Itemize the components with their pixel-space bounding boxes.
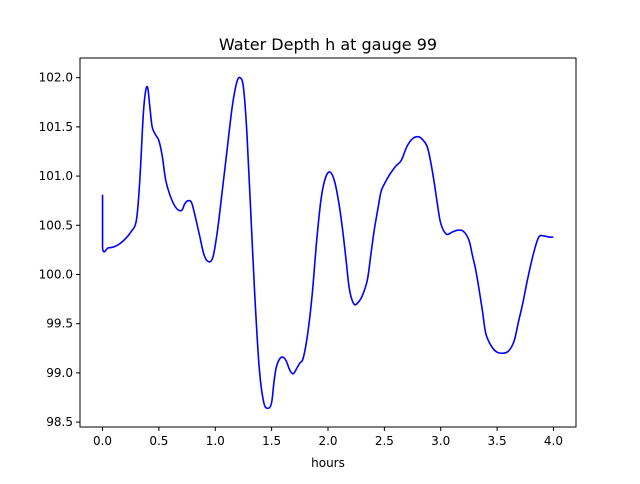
y-tick-label: 100.5 [39,218,73,232]
y-axis-ticks: 98.5 99.0 99.5 100.0 100.5 101.0 101.5 102.0 [39,71,80,429]
x-axis-ticks: 0.0 0.5 1.0 1.5 2.0 2.5 3.0 3.5 4.0 [93,427,563,448]
x-tick-label: 0.5 [149,434,168,448]
x-axis-label: hours [311,456,345,470]
y-tick-label: 99.5 [46,317,73,331]
x-tick-label: 0.0 [93,434,112,448]
x-tick-label: 1.5 [262,434,281,448]
y-tick-label: 100.0 [39,267,73,281]
x-tick-label: 1.0 [206,434,225,448]
series-line-water-depth [101,76,554,410]
y-tick-label: 98.5 [46,415,73,429]
y-tick-label: 102.0 [39,71,73,85]
chart-title: Water Depth h at gauge 99 [219,35,437,54]
x-tick-label: 3.5 [488,434,507,448]
x-tick-label: 4.0 [544,434,563,448]
x-tick-label: 2.5 [375,434,394,448]
y-tick-label: 101.0 [39,169,73,183]
y-tick-label: 101.5 [39,120,73,134]
x-tick-label: 3.0 [431,434,450,448]
plot-area-frame [79,57,577,428]
x-tick-label: 2.0 [318,434,337,448]
series-layer [101,76,554,410]
y-tick-label: 99.0 [46,366,73,380]
